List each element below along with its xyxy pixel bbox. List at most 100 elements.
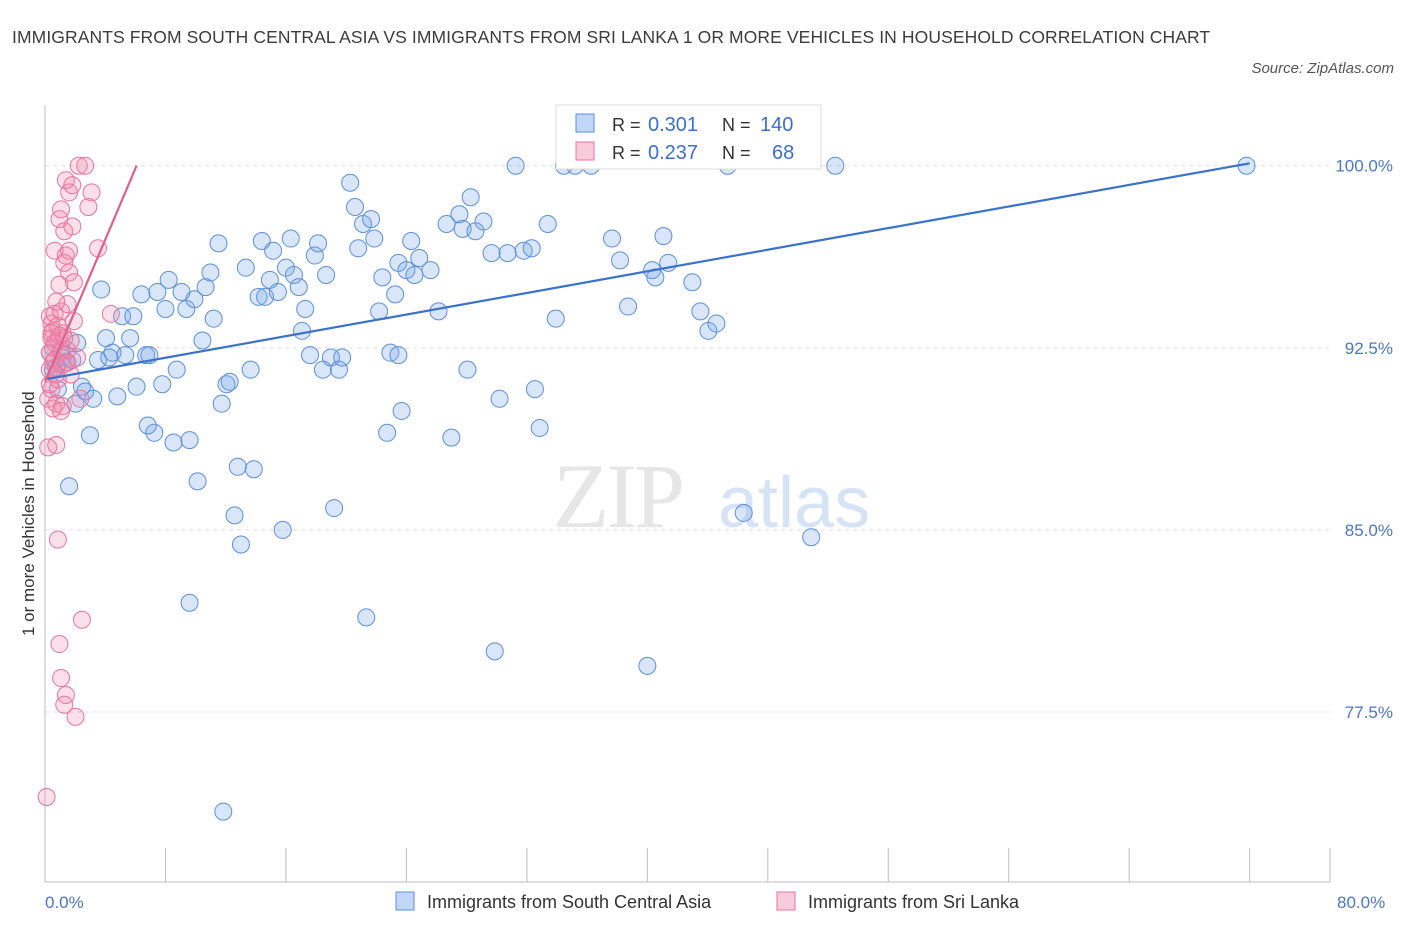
point-south-central-asia	[121, 329, 140, 348]
point-south-central-asia	[124, 307, 143, 326]
point-south-central-asia	[60, 477, 79, 496]
series-legend: Immigrants from South Central Asia Immig…	[395, 891, 1020, 912]
point-south-central-asia	[296, 299, 315, 318]
point-south-central-asia	[638, 656, 657, 675]
point-south-central-asia	[301, 346, 320, 365]
legend-r-value-1: 0.301	[648, 114, 698, 136]
chart-title: IMMIGRANTS FROM SOUTH CENTRAL ASIA VS IM…	[12, 27, 1211, 47]
point-south-central-asia	[212, 394, 231, 413]
point-south-central-asia	[333, 348, 352, 367]
point-sri-lanka	[66, 707, 85, 726]
point-south-central-asia	[228, 457, 247, 476]
point-south-central-asia	[429, 302, 448, 321]
point-south-central-asia	[159, 270, 178, 289]
point-sri-lanka	[63, 176, 82, 195]
point-south-central-asia	[293, 321, 311, 340]
point-south-central-asia	[683, 273, 702, 292]
point-sri-lanka	[60, 241, 79, 260]
point-south-central-asia	[167, 360, 186, 379]
point-south-central-asia	[284, 265, 303, 284]
point-sri-lanka	[60, 263, 79, 282]
point-south-central-asia	[450, 205, 469, 224]
point-south-central-asia	[611, 251, 630, 270]
point-south-central-asia	[153, 375, 172, 394]
point-south-central-asia	[691, 302, 710, 321]
point-south-central-asia	[546, 309, 565, 328]
point-south-central-asia	[92, 280, 111, 299]
y-tick-labels: 100.0% 92.5% 85.0% 77.5%	[1335, 157, 1393, 722]
point-south-central-asia	[236, 258, 255, 277]
point-sri-lanka	[52, 401, 71, 420]
point-sri-lanka	[48, 530, 67, 549]
point-south-central-asia	[498, 244, 517, 263]
point-sri-lanka	[56, 246, 75, 265]
point-south-central-asia	[349, 239, 368, 258]
legend-n-value-2: 68	[772, 142, 794, 164]
bottom-legend-label-blue: Immigrants from South Central Asia	[427, 892, 712, 912]
legend-n-value-1: 140	[760, 114, 793, 136]
point-south-central-asia	[329, 360, 348, 379]
point-south-central-asia	[89, 350, 108, 369]
point-south-central-asia	[201, 263, 220, 282]
bottom-legend-label-pink: Immigrants from Sri Lanka	[808, 892, 1020, 912]
point-south-central-asia	[421, 261, 440, 280]
point-south-central-asia	[341, 173, 360, 192]
point-sri-lanka	[47, 292, 66, 311]
point-south-central-asia	[522, 239, 541, 258]
legend-swatch-blue	[575, 113, 595, 133]
legend-r-label-1: R =	[612, 115, 641, 135]
point-south-central-asia	[217, 375, 236, 394]
point-sri-lanka	[63, 217, 82, 236]
point-sri-lanka	[45, 241, 64, 260]
point-south-central-asia	[373, 268, 392, 287]
point-south-central-asia	[132, 285, 151, 304]
point-south-central-asia	[249, 287, 268, 306]
point-south-central-asia	[317, 265, 336, 284]
point-sri-lanka	[37, 788, 56, 807]
point-sri-lanka	[48, 370, 67, 389]
point-sri-lanka	[64, 273, 83, 292]
stats-legend: R = 0.301 N = 140 R = 0.237 N = 68	[555, 104, 822, 170]
point-south-central-asia	[138, 416, 157, 435]
point-sri-lanka	[69, 156, 88, 175]
point-south-central-asia	[389, 346, 408, 365]
point-south-central-asia	[362, 210, 381, 229]
point-sri-lanka	[72, 610, 91, 629]
trend-line-sri-lanka	[43, 165, 138, 383]
watermark-zip: ZIP	[553, 445, 682, 547]
source-label: Source: ZipAtlas.com	[1251, 60, 1394, 77]
point-south-central-asia	[116, 346, 135, 365]
point-south-central-asia	[225, 506, 244, 525]
data-points	[37, 156, 1256, 821]
point-south-central-asia	[244, 460, 263, 479]
point-south-central-asia	[458, 360, 477, 379]
point-sri-lanka	[52, 302, 71, 321]
point-south-central-asia	[482, 244, 501, 263]
point-south-central-asia	[538, 214, 557, 233]
point-south-central-asia	[386, 285, 405, 304]
point-south-central-asia	[490, 389, 509, 408]
point-south-central-asia	[525, 380, 544, 399]
legend-n-label-2: N =	[722, 143, 751, 163]
point-sri-lanka	[52, 669, 71, 688]
trend-lines	[43, 162, 1250, 383]
y-tick-label: 92.5%	[1345, 339, 1393, 358]
legend-n-label-1: N =	[722, 115, 751, 135]
point-south-central-asia	[405, 265, 424, 284]
point-south-central-asia	[204, 309, 223, 328]
point-south-central-asia	[220, 372, 239, 391]
point-south-central-asia	[63, 350, 82, 369]
point-sri-lanka	[71, 389, 90, 408]
point-sri-lanka	[101, 304, 120, 323]
point-sri-lanka	[82, 183, 101, 202]
point-south-central-asia	[442, 428, 461, 447]
point-south-central-asia	[530, 418, 549, 437]
point-south-central-asia	[100, 348, 119, 367]
point-south-central-asia	[268, 282, 287, 301]
point-south-central-asia	[410, 248, 429, 267]
point-south-central-asia	[474, 212, 493, 231]
point-south-central-asia	[196, 278, 215, 297]
point-south-central-asia	[707, 314, 726, 333]
point-sri-lanka	[58, 353, 77, 372]
